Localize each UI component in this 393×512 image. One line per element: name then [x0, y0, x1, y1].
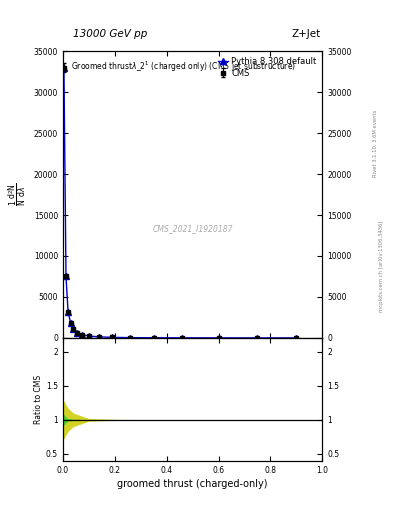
Pythia 8.308 default — [64, 273, 68, 280]
Pythia 8.308 default — [294, 335, 299, 341]
Text: Groomed thrust$\lambda$_2$^1$ (charged only) (CMS jet substructure): Groomed thrust$\lambda$_2$^1$ (charged o… — [71, 60, 296, 74]
Y-axis label: Ratio to CMS: Ratio to CMS — [34, 375, 43, 424]
Pythia 8.308 default — [68, 320, 73, 326]
Pythia 8.308 default — [128, 334, 133, 340]
Y-axis label: $\frac{1}{\mathrm{N}}\frac{\mathrm{d}^2\mathrm{N}}{\mathrm{d}\lambda}$: $\frac{1}{\mathrm{N}}\frac{\mathrm{d}^2\… — [8, 183, 28, 206]
Pythia 8.308 default — [255, 335, 260, 341]
Text: Z+Jet: Z+Jet — [292, 29, 321, 39]
Line: Pythia 8.308 default: Pythia 8.308 default — [61, 65, 299, 340]
Text: CMS_2021_I1920187: CMS_2021_I1920187 — [152, 224, 233, 233]
Pythia 8.308 default — [151, 335, 156, 341]
Pythia 8.308 default — [110, 334, 114, 340]
Text: 13000 GeV pp: 13000 GeV pp — [73, 29, 147, 39]
Pythia 8.308 default — [97, 334, 101, 340]
Pythia 8.308 default — [66, 309, 70, 315]
Pythia 8.308 default — [75, 330, 79, 336]
Text: Rivet 3.1.10, 3.6M events: Rivet 3.1.10, 3.6M events — [373, 110, 378, 177]
Legend: Pythia 8.308 default, CMS: Pythia 8.308 default, CMS — [216, 55, 318, 79]
Text: mcplots.cern.ch [arXiv:1306.3436]: mcplots.cern.ch [arXiv:1306.3436] — [379, 221, 384, 312]
Pythia 8.308 default — [216, 335, 221, 341]
Pythia 8.308 default — [86, 333, 91, 339]
X-axis label: groomed thrust (charged-only): groomed thrust (charged-only) — [118, 479, 268, 489]
Pythia 8.308 default — [71, 326, 75, 332]
Pythia 8.308 default — [180, 335, 185, 341]
Pythia 8.308 default — [62, 65, 66, 71]
Pythia 8.308 default — [80, 332, 85, 338]
